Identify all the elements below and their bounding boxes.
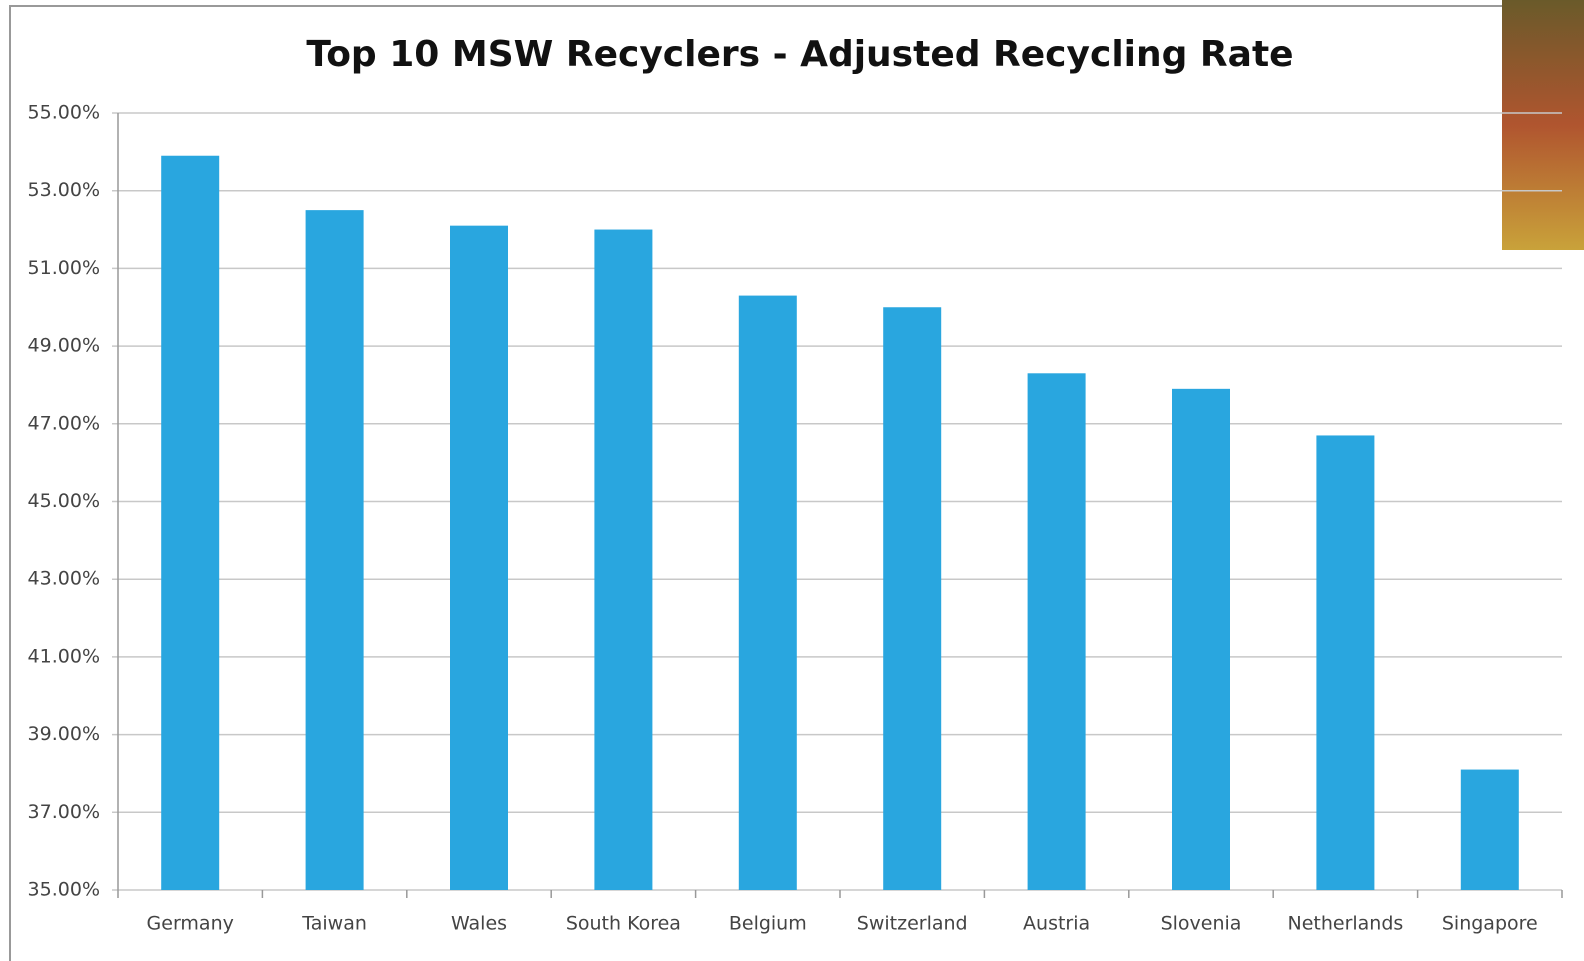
bar (594, 230, 652, 890)
bar (161, 156, 219, 890)
y-tick-label: 49.00% (28, 335, 100, 357)
bar (306, 210, 364, 890)
bar (1172, 389, 1230, 890)
x-tick-label: South Korea (566, 913, 681, 935)
bar (883, 307, 941, 890)
y-tick-label: 55.00% (28, 102, 100, 124)
y-tick-label: 37.00% (28, 801, 100, 823)
bar (739, 296, 797, 890)
x-tick-label: Slovenia (1161, 913, 1242, 935)
chart: Top 10 MSW Recyclers - Adjusted Recyclin… (0, 0, 1584, 961)
bar (1461, 770, 1519, 890)
chart-title: Top 10 MSW Recyclers - Adjusted Recyclin… (306, 34, 1293, 75)
y-tick-label: 35.00% (28, 879, 100, 901)
bar (450, 226, 508, 890)
x-tick-label: Germany (147, 913, 234, 935)
x-tick-label: Singapore (1442, 913, 1538, 935)
y-tick-label: 45.00% (28, 490, 100, 512)
x-tick-label: Taiwan (301, 913, 367, 935)
y-tick-label: 41.00% (28, 645, 100, 667)
bar (1028, 373, 1086, 890)
x-tick-label: Netherlands (1287, 913, 1403, 935)
x-tick-label: Austria (1023, 913, 1090, 935)
x-tick-label: Switzerland (857, 913, 968, 935)
y-tick-label: 51.00% (28, 257, 100, 279)
x-tick-label: Wales (451, 913, 507, 935)
photo (1502, 0, 1584, 250)
y-tick-label: 43.00% (28, 568, 100, 590)
y-tick-label: 39.00% (28, 723, 100, 745)
y-tick-label: 47.00% (28, 412, 100, 434)
x-tick-label: Belgium (729, 913, 807, 935)
bar (1316, 435, 1374, 890)
y-tick-label: 53.00% (28, 179, 100, 201)
